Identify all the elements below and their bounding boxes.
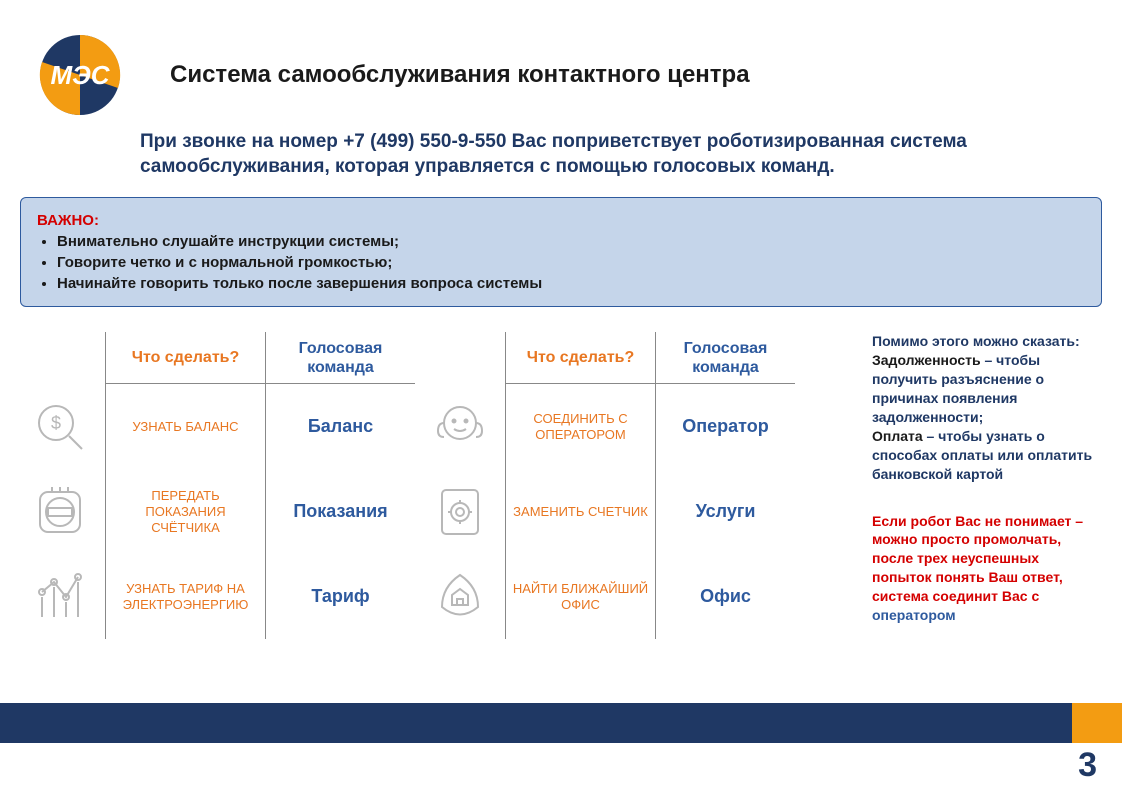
action-cell: УЗНАТЬ БАЛАНС	[106, 384, 265, 469]
office-icon	[415, 554, 505, 639]
important-item: Внимательно слушайте инструкции системы;	[57, 231, 1085, 252]
side-term: Задолженность	[872, 352, 981, 368]
command-cell: Баланс	[266, 384, 415, 469]
action-cell: ПЕРЕДАТЬ ПОКАЗАНИЯ СЧЁТЧИКА	[106, 469, 265, 554]
action-cell: УЗНАТЬ ТАРИФ НА ЭЛЕКТРОЭНЕРГИЮ	[106, 554, 265, 639]
important-item: Говорите четко и с нормальной громкостью…	[57, 252, 1085, 273]
action-cell: ЗАМЕНИТЬ СЧЕТЧИК	[506, 469, 655, 554]
svg-text:МЭС: МЭС	[50, 60, 110, 90]
subtitle: При звонке на номер +7 (499) 550-9-550 В…	[0, 130, 1122, 179]
action-column-left: Что сделать? УЗНАТЬ БАЛАНС ПЕРЕДАТЬ ПОКА…	[105, 332, 265, 639]
important-list: Внимательно слушайте инструкции системы;…	[37, 231, 1085, 294]
chart-icon	[15, 554, 105, 639]
command-header: Голосовая команда	[656, 332, 795, 384]
meter-icon	[15, 469, 105, 554]
action-header: Что сделать?	[106, 332, 265, 384]
command-header: Голосовая команда	[266, 332, 415, 384]
command-table: $ Что сделать? УЗНАТЬ БАЛАНС ПЕРЕДАТЬ ПО…	[15, 332, 862, 639]
settings-icon	[415, 469, 505, 554]
icon-column-left: $	[15, 332, 105, 639]
logo: МЭС	[30, 30, 130, 120]
side-term: Оплата	[872, 428, 923, 444]
action-header: Что сделать?	[506, 332, 655, 384]
header: МЭС Система самообслуживания контактного…	[0, 0, 1122, 130]
page-number: 3	[1078, 746, 1097, 785]
command-column-left: Голосовая команда Баланс Показания Тариф	[265, 332, 415, 639]
icon-column-right	[415, 332, 505, 639]
balance-icon: $	[15, 384, 105, 469]
command-cell: Оператор	[656, 384, 795, 469]
footer-bar	[0, 703, 1122, 743]
important-item: Начинайте говорить только после завершен…	[57, 273, 1085, 294]
action-cell: НАЙТИ БЛИЖАЙШИЙ ОФИС	[506, 554, 655, 639]
command-cell: Показания	[266, 469, 415, 554]
important-label: ВАЖНО:	[37, 212, 99, 229]
command-cell: Услуги	[656, 469, 795, 554]
svg-text:$: $	[51, 413, 61, 433]
operator-icon	[415, 384, 505, 469]
action-cell: СОЕДИНИТЬ С ОПЕРАТОРОМ	[506, 384, 655, 469]
footer-blue-segment	[0, 703, 1072, 743]
command-cell: Тариф	[266, 554, 415, 639]
page-title: Система самообслуживания контактного цен…	[170, 61, 750, 89]
action-column-right: Что сделать? СОЕДИНИТЬ С ОПЕРАТОРОМ ЗАМЕ…	[505, 332, 655, 639]
command-cell: Офис	[656, 554, 795, 639]
side-intro: Помимо этого можно сказать:	[872, 333, 1080, 349]
side-notes: Помимо этого можно сказать: Задолженност…	[862, 332, 1102, 639]
important-box: ВАЖНО: Внимательно слушайте инструкции с…	[20, 197, 1102, 307]
command-column-right: Голосовая команда Оператор Услуги Офис	[655, 332, 795, 639]
side-warning: Если робот Вас не понимает – можно прост…	[872, 512, 1102, 625]
main-content: $ Что сделать? УЗНАТЬ БАЛАНС ПЕРЕДАТЬ ПО…	[0, 307, 1122, 639]
footer-orange-segment	[1072, 703, 1122, 743]
